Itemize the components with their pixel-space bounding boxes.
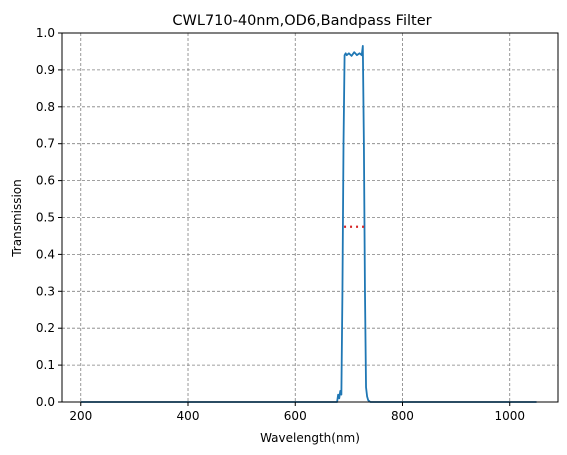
x-tick-label: 1000 (494, 409, 525, 423)
x-axis-label: Wavelength(nm) (260, 431, 360, 445)
y-axis-label: Transmission (10, 179, 24, 258)
y-tick-label: 0.4 (36, 247, 55, 261)
x-tick-label: 400 (177, 409, 200, 423)
y-tick-label: 0.3 (36, 284, 55, 298)
chart-title: CWL710-40nm,OD6,Bandpass Filter (172, 13, 431, 29)
y-tick-label: 0.6 (36, 174, 55, 188)
y-tick-label: 0.0 (36, 395, 55, 409)
y-axis: 0.0 0.1 0.2 0.3 0.4 0.5 0.6 0.7 0.8 0.9 1.0 (36, 26, 62, 409)
y-tick-label: 0.5 (36, 211, 55, 225)
x-axis: 200 400 600 800 1000 (69, 402, 525, 423)
x-tick-label: 200 (69, 409, 92, 423)
transmission-curve (80, 45, 537, 403)
y-tick-label: 0.8 (36, 100, 55, 114)
x-tick-label: 800 (391, 409, 414, 423)
y-tick-label: 0.2 (36, 321, 55, 335)
plot-lines (80, 45, 537, 403)
y-tick-label: 0.9 (36, 63, 55, 77)
y-tick-label: 0.7 (36, 137, 55, 151)
x-tick-label: 600 (284, 409, 307, 423)
y-tick-label: 0.1 (36, 358, 55, 372)
y-tick-label: 1.0 (36, 26, 55, 40)
